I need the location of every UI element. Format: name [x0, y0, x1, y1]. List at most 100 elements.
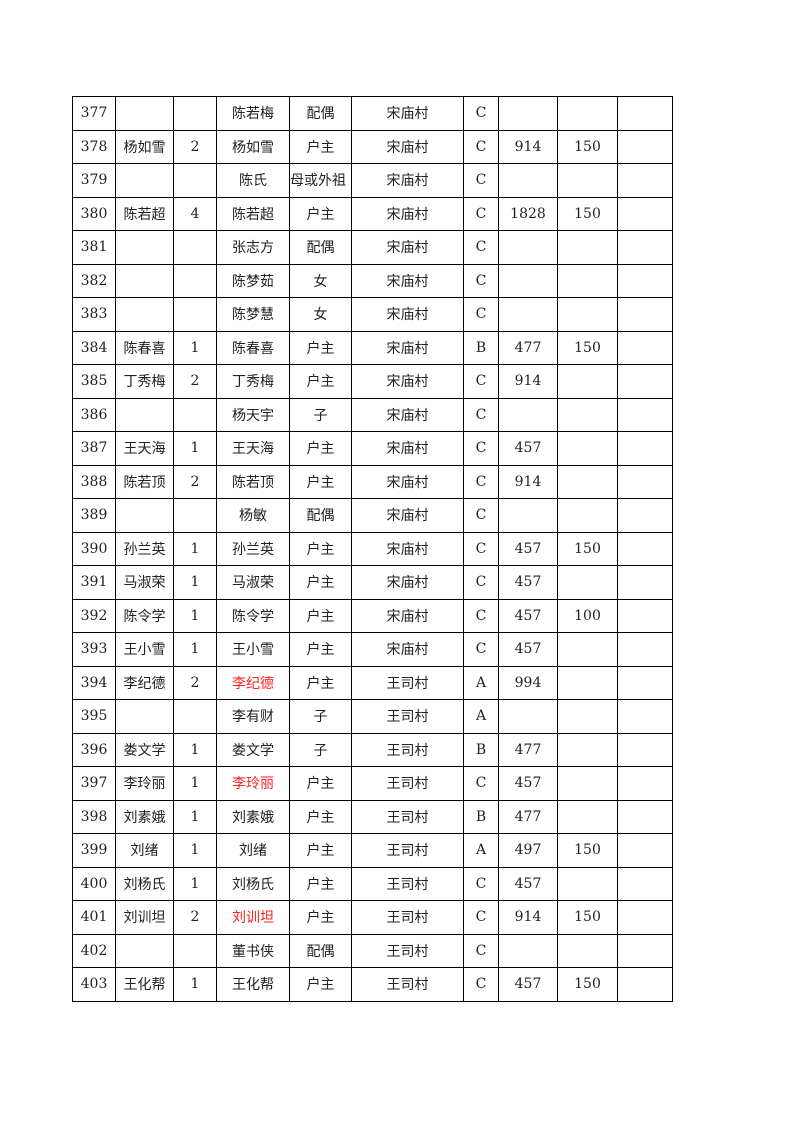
household-head-cell: 丁秀梅 [115, 364, 174, 399]
relation-cell: 子 [289, 699, 352, 734]
table-row: 401 刘训坦 2 刘训坦 户主 王司村 C 914 150 [72, 900, 673, 935]
grade-cell: A [463, 833, 499, 868]
row-number-cell: 402 [72, 933, 116, 968]
relation-cell: 户主 [289, 967, 352, 1002]
member-name-cell: 王化帮 [216, 967, 290, 1002]
subsidy-cell [557, 933, 618, 968]
table-row: 402 董书侠 配偶 王司村 C [72, 933, 673, 968]
household-head-cell: 娄文学 [115, 732, 174, 767]
table-row: 396 娄文学 1 娄文学子王司村 B 477 [72, 732, 673, 767]
household-head-cell: 杨如雪 [115, 129, 174, 164]
subsidy-cell: 150 [557, 330, 618, 365]
amount-cell: 914 [498, 464, 558, 499]
grade-cell: C [463, 498, 499, 533]
amount-cell: 994 [498, 665, 558, 700]
household-head-cell: 孙兰英 [115, 531, 174, 566]
note-cell [617, 96, 673, 131]
row-number-cell: 401 [72, 900, 116, 935]
village-cell: 王司村 [351, 933, 464, 968]
member-name-cell: 陈若超 [216, 196, 290, 231]
table-row: 381 张志方 配偶 宋庙村 C [72, 230, 673, 265]
member-name-cell: 陈春喜 [216, 330, 290, 365]
note-cell [617, 129, 673, 164]
amount-cell [498, 498, 558, 533]
member-count-cell: 1 [173, 799, 217, 834]
member-name-cell: 刘杨氏 [216, 866, 290, 901]
relation-cell: 配偶 [289, 498, 352, 533]
table-row: 400 刘杨氏 1 刘杨氏 户主 王司村 C 457 [72, 866, 673, 901]
row-number-cell: 400 [72, 866, 116, 901]
relation-cell: 女 [289, 263, 352, 298]
member-count-cell: 1 [173, 531, 217, 566]
grade-cell: B [463, 330, 499, 365]
household-head-cell: 刘素娥 [115, 799, 174, 834]
row-number-cell: 395 [72, 699, 116, 734]
household-head-cell: 李玲丽 [115, 766, 174, 801]
subsidy-cell: 150 [557, 196, 618, 231]
row-number-cell: 393 [72, 632, 116, 667]
table-row: 394 李纪德 2 李纪德 户主 王司村 A 994 [72, 665, 673, 700]
grade-cell: C [463, 96, 499, 131]
relation-cell: 户主 [289, 665, 352, 700]
note-cell [617, 163, 673, 198]
member-count-cell [173, 699, 217, 734]
note-cell [617, 498, 673, 533]
relation-cell: 户主 [289, 866, 352, 901]
village-cell: 王司村 [351, 699, 464, 734]
amount-cell: 477 [498, 732, 558, 767]
village-cell: 宋庙村 [351, 330, 464, 365]
row-number-cell: 382 [72, 263, 116, 298]
member-name-cell: 陈令学 [216, 598, 290, 633]
member-name-cell: 李有财 [216, 699, 290, 734]
village-cell: 宋庙村 [351, 364, 464, 399]
relation-cell: 户主 [289, 531, 352, 566]
member-count-cell: 1 [173, 967, 217, 1002]
row-number-cell: 386 [72, 397, 116, 432]
amount-cell [498, 297, 558, 332]
relation-cell: 户主 [289, 833, 352, 868]
grade-cell: C [463, 933, 499, 968]
table-row: 392 陈令学 1 陈令学 户主 宋庙村 C 457 100 [72, 598, 673, 633]
note-cell [617, 900, 673, 935]
amount-cell: 497 [498, 833, 558, 868]
table-row: 388 陈若顶 2 陈若顶 户主 宋庙村 C 914 [72, 464, 673, 499]
member-name-cell: 杨天宇 [216, 397, 290, 432]
member-name-cell: 马淑荣 [216, 565, 290, 600]
table-row: 390 孙兰英 1 孙兰英 户主 宋庙村 C 457 150 [72, 531, 673, 566]
table-row: 393 王小雪 1 王小雪 户主 宋庙村 C 457 [72, 632, 673, 667]
row-number-cell: 392 [72, 598, 116, 633]
member-count-cell: 2 [173, 900, 217, 935]
household-head-cell [115, 263, 174, 298]
member-count-cell: 1 [173, 766, 217, 801]
household-head-cell: 陈若顶 [115, 464, 174, 499]
grade-cell: B [463, 732, 499, 767]
household-head-cell: 王化帮 [115, 967, 174, 1002]
grade-cell: C [463, 230, 499, 265]
village-cell: 王司村 [351, 866, 464, 901]
table-row: 382 陈梦茹女宋庙村 C [72, 263, 673, 298]
table-row: 397 李玲丽 1 李玲丽 户主 王司村 C 457 [72, 766, 673, 801]
row-number-cell: 383 [72, 297, 116, 332]
grade-cell: C [463, 766, 499, 801]
note-cell [617, 833, 673, 868]
member-count-cell: 1 [173, 866, 217, 901]
note-cell [617, 431, 673, 466]
note-cell [617, 364, 673, 399]
subsidy-cell: 150 [557, 129, 618, 164]
village-cell: 王司村 [351, 833, 464, 868]
amount-cell [498, 699, 558, 734]
member-count-cell [173, 297, 217, 332]
household-head-cell [115, 933, 174, 968]
row-number-cell: 385 [72, 364, 116, 399]
note-cell [617, 866, 673, 901]
subsidy-cell [557, 297, 618, 332]
amount-cell: 457 [498, 531, 558, 566]
grade-cell: B [463, 799, 499, 834]
note-cell [617, 699, 673, 734]
member-count-cell: 2 [173, 129, 217, 164]
row-number-cell: 389 [72, 498, 116, 533]
village-cell: 王司村 [351, 766, 464, 801]
household-head-cell [115, 230, 174, 265]
grade-cell: C [463, 866, 499, 901]
household-head-cell [115, 96, 174, 131]
